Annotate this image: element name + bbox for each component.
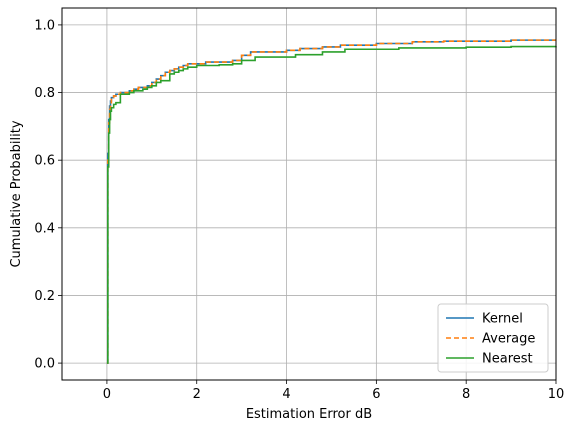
x-tick-label: 6	[372, 387, 380, 402]
x-tick-label: 2	[193, 387, 201, 402]
x-tick-label: 0	[103, 387, 111, 402]
legend-box	[437, 303, 549, 373]
y-tick-label: 0.4	[34, 221, 55, 236]
y-tick-label: 0.8	[34, 86, 55, 101]
legend-label-nearest: Nearest	[482, 352, 533, 367]
y-tick-label: 0.6	[34, 154, 55, 169]
y-axis-title: Cumulative Probability	[9, 120, 24, 267]
legend: Kernel Average Nearest	[437, 303, 549, 373]
legend-label-kernel: Kernel	[482, 312, 523, 327]
y-tick-label: 0.0	[34, 357, 55, 372]
x-tick-label: 10	[548, 387, 565, 402]
y-tick-label: 0.2	[34, 289, 55, 304]
series-line-average	[106, 39, 556, 364]
x-axis-title: Estimation Error dB	[246, 407, 372, 422]
series-lines	[106, 39, 557, 364]
series-line-nearest	[106, 45, 557, 364]
grid	[62, 8, 557, 380]
x-tick-label: 8	[462, 387, 470, 402]
legend-label-average: Average	[482, 332, 535, 347]
plot-frame	[61, 7, 557, 381]
y-tick-label: 1.0	[34, 18, 55, 33]
x-tick-label: 4	[282, 387, 290, 402]
axis-ticks: 0 2 4 6 8 10 0.0 0.2 0.4 0.6 0.8 1.0	[34, 18, 564, 402]
